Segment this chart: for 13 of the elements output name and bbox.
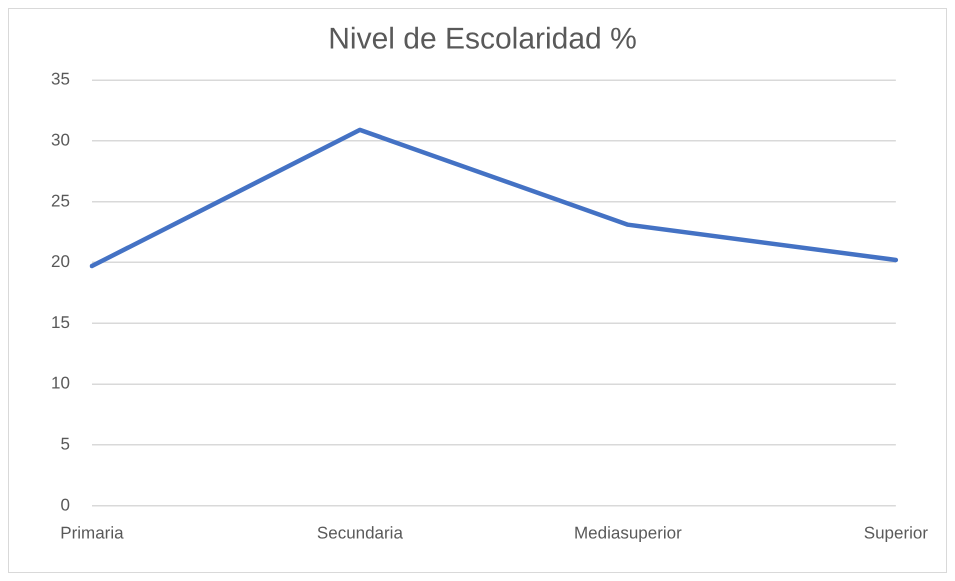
y-tick-label: 5 bbox=[60, 434, 70, 454]
x-tick-label: Mediasuperior bbox=[574, 523, 682, 542]
x-tick-label: Secundaria bbox=[316, 523, 404, 542]
y-tick-label: 0 bbox=[60, 495, 70, 514]
y-tick-label: 20 bbox=[50, 252, 70, 272]
y-tick-label: 30 bbox=[50, 130, 70, 150]
chart-title: Nivel de Escolaridad % bbox=[328, 22, 637, 56]
y-tick-label: 10 bbox=[50, 374, 70, 393]
y-tick-label: 25 bbox=[50, 191, 70, 210]
y-tick-label: 15 bbox=[50, 312, 70, 332]
y-tick-label: 35 bbox=[50, 70, 70, 89]
x-tick-label: Superior bbox=[864, 523, 928, 542]
x-tick-label: Primaria bbox=[60, 523, 124, 542]
